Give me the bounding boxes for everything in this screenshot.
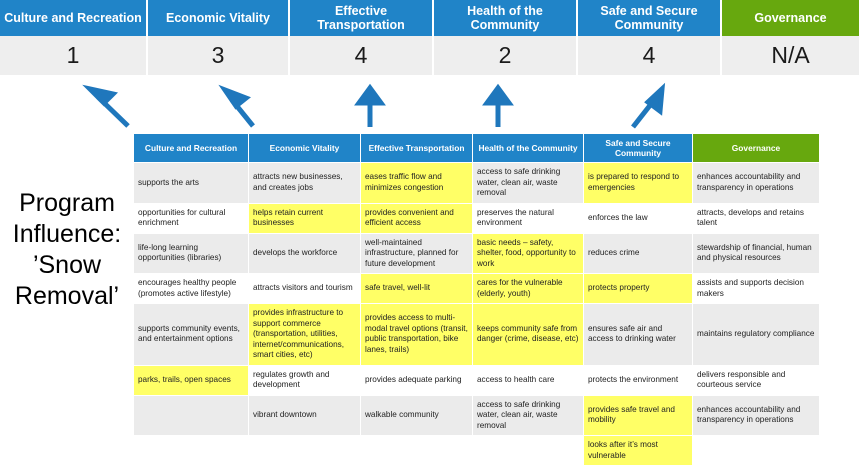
matrix-cell: protects property <box>583 273 693 304</box>
up-arrow-icon <box>482 83 514 127</box>
score-bar: Culture and Recreation Economic Vitality E… <box>0 0 859 75</box>
matrix-cell: encourages healthy people (promotes acti… <box>133 273 249 304</box>
score-bar-value-5: N/A <box>722 36 859 75</box>
matrix-cell <box>133 394 249 436</box>
matrix-cell: preserves the natural environment <box>472 202 584 234</box>
up-arrow-icon <box>218 84 255 128</box>
matrix-row: encourages healthy people (promotes acti… <box>133 273 820 304</box>
matrix-cell: maintains regulatory compliance <box>692 303 820 366</box>
matrix-cell: parks, trails, open spaces <box>133 364 249 396</box>
matrix-cell: delivers responsible and courteous servi… <box>692 364 820 396</box>
strategic-outcomes-matrix: Culture and Recreation Economic Vitality E… <box>133 133 820 466</box>
matrix-cell: cares for the vulnerable (elderly, youth… <box>472 273 584 304</box>
score-bar-header-1: Economic Vitality <box>148 0 290 36</box>
score-bar-header-row: Culture and Recreation Economic Vitality E… <box>0 0 859 36</box>
matrix-cell <box>360 435 473 466</box>
matrix-cell: attracts new businesses, and creates job… <box>248 162 361 204</box>
up-arrow-icon <box>82 84 130 128</box>
matrix-cell: access to safe drinking water, clean air… <box>472 162 584 204</box>
caption-line-2: Influence: <box>12 220 122 248</box>
matrix-row: parks, trails, open spaces regulates grow… <box>133 364 820 396</box>
caption-line-1: Program <box>19 189 115 217</box>
matrix-cell: access to health care <box>472 364 584 396</box>
matrix-column-header-0: Culture and Recreation <box>133 133 249 163</box>
matrix-column-header-5: Governance <box>692 133 820 163</box>
score-bar-value-4: 4 <box>578 36 722 75</box>
matrix-cell: provides safe travel and mobility <box>583 394 693 436</box>
up-arrow-icon <box>631 82 666 129</box>
matrix-cell: helps retain current businesses <box>248 202 361 234</box>
matrix-cell: supports the arts <box>133 162 249 204</box>
matrix-cell: provides access to multi-modal travel op… <box>360 303 473 366</box>
program-influence-caption: Program Influence: ’Snow Removal’ <box>4 188 130 312</box>
matrix-column-header-2: Effective Transportation <box>360 133 473 163</box>
matrix-row: supports community events, and entertain… <box>133 303 820 366</box>
score-bar-value-0: 1 <box>0 36 148 75</box>
matrix-cell: attracts visitors and tourism <box>248 273 361 304</box>
matrix-cell: enhances accountability and transparency… <box>692 394 820 436</box>
matrix-cell: reduces crime <box>583 232 693 274</box>
matrix-column-header-4: Safe and Secure Community <box>583 133 693 163</box>
matrix-row: life-long learning opportunities (librar… <box>133 232 820 274</box>
score-bar-header-3: Health of the Community <box>434 0 578 36</box>
matrix-column-header-3: Health of the Community <box>472 133 584 163</box>
caption-line-3: ’Snow <box>32 251 102 279</box>
matrix-cell: is prepared to respond to emergencies <box>583 162 693 204</box>
matrix-cell <box>133 435 249 466</box>
matrix-cell: life-long learning opportunities (librar… <box>133 232 249 274</box>
matrix-cell: provides adequate parking <box>360 364 473 396</box>
matrix-cell <box>472 435 584 466</box>
matrix-header-row: Culture and Recreation Economic Vitality E… <box>133 133 820 163</box>
matrix-cell: supports community events, and entertain… <box>133 303 249 366</box>
matrix-row: vibrant downtown walkable community access… <box>133 394 820 436</box>
matrix-cell: assists and supports decision makers <box>692 273 820 304</box>
score-bar-header-0: Culture and Recreation <box>0 0 148 36</box>
matrix-row: opportunities for cultural enrichment hel… <box>133 202 820 234</box>
matrix-column-header-1: Economic Vitality <box>248 133 361 163</box>
matrix-cell: attracts, develops and retains talent <box>692 202 820 234</box>
arrows-svg <box>82 82 666 129</box>
matrix-cell: walkable community <box>360 394 473 436</box>
matrix-cell: stewardship of financial, human and phys… <box>692 232 820 274</box>
arrow-group <box>0 75 859 132</box>
matrix-cell: ensures safe air and access to drinking … <box>583 303 693 366</box>
matrix-cell: develops the workforce <box>248 232 361 274</box>
score-bar-header-4: Safe and Secure Community <box>578 0 722 36</box>
matrix-cell: regulates growth and development <box>248 364 361 396</box>
matrix-cell: well-maintained infrastructure, planned … <box>360 232 473 274</box>
matrix-cell <box>248 435 361 466</box>
matrix-cell: provides convenient and efficient access <box>360 202 473 234</box>
matrix-cell: opportunities for cultural enrichment <box>133 202 249 234</box>
matrix-cell: basic needs – safety, shelter, food, opp… <box>472 232 584 274</box>
up-arrow-icon <box>354 83 386 127</box>
score-bar-value-1: 3 <box>148 36 290 75</box>
matrix-cell: safe travel, well-lit <box>360 273 473 304</box>
caption-line-4: Removal’ <box>14 282 120 310</box>
matrix-cell: enforces the law <box>583 202 693 234</box>
matrix-cell: provides infrastructure to support comme… <box>248 303 361 366</box>
matrix-cell: eases traffic flow and minimizes congest… <box>360 162 473 204</box>
score-bar-value-row: 1 3 4 2 4 N/A <box>0 36 859 75</box>
matrix-row: supports the arts attracts new businesses… <box>133 162 820 204</box>
score-bar-header-2: Effective Transportation <box>290 0 434 36</box>
matrix-cell: protects the environment <box>583 364 693 396</box>
score-bar-value-2: 4 <box>290 36 434 75</box>
score-bar-header-5: Governance <box>722 0 859 36</box>
score-bar-value-3: 2 <box>434 36 578 75</box>
matrix-body: supports the arts attracts new businesses… <box>133 162 820 466</box>
matrix-cell <box>692 435 820 466</box>
matrix-cell: keeps community safe from danger (crime,… <box>472 303 584 366</box>
matrix-row: looks after it’s most vulnerable <box>133 435 820 466</box>
matrix-cell: looks after it’s most vulnerable <box>583 435 693 466</box>
matrix-cell: enhances accountability and transparency… <box>692 162 820 204</box>
matrix-cell: vibrant downtown <box>248 394 361 436</box>
matrix-cell: access to safe drinking water, clean air… <box>472 394 584 436</box>
